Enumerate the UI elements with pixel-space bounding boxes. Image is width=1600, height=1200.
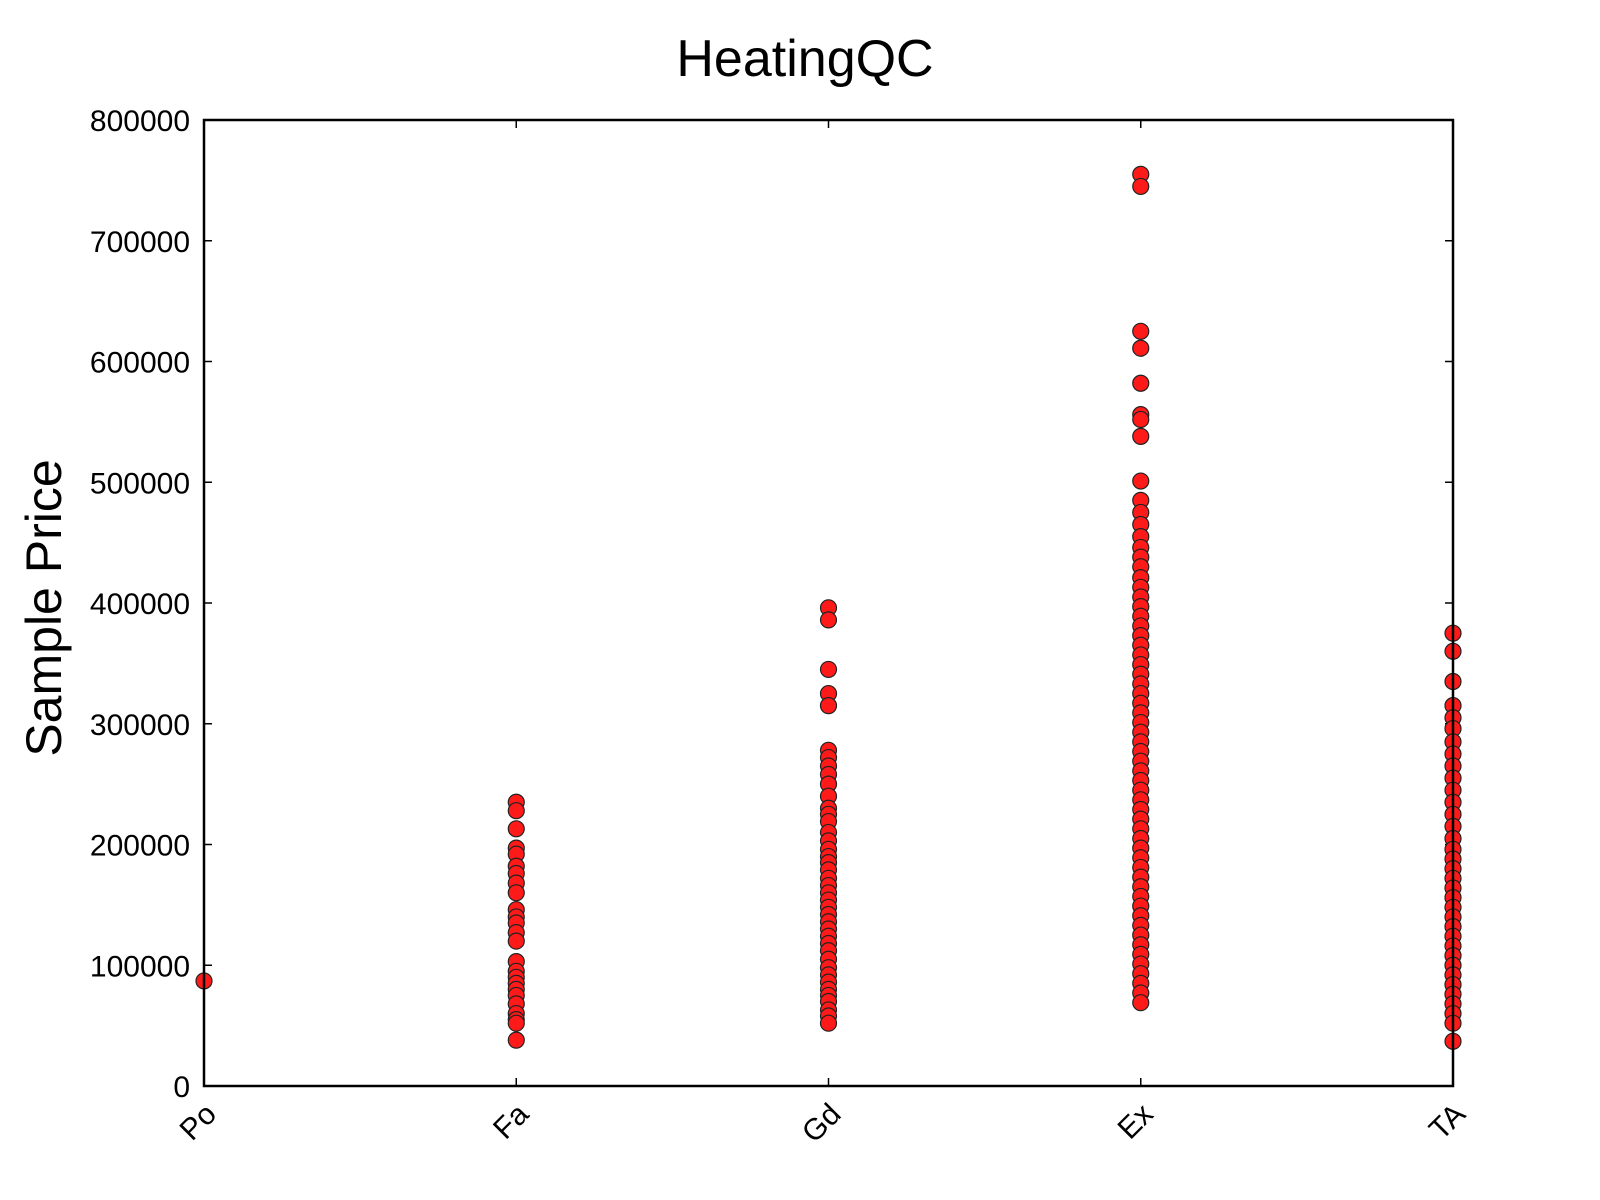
data-point-gd — [819, 1014, 838, 1032]
data-point-ex — [1132, 339, 1150, 357]
data-point-ex — [1132, 177, 1150, 196]
data-point-gd — [819, 660, 838, 679]
plot-frame — [202, 118, 1455, 1088]
data-point-ex — [1132, 374, 1150, 392]
data-point-ex — [1132, 994, 1150, 1012]
x-tick-label-ta: TA — [1423, 1098, 1472, 1147]
data-point-ex — [1132, 472, 1150, 490]
y-tick-label: 400000 — [90, 588, 190, 621]
y-axis-label: Sample Price — [16, 459, 72, 756]
data-point-ex — [1132, 427, 1150, 445]
data-point-fa — [507, 932, 525, 950]
data-point-fa — [507, 802, 525, 820]
x-tick-label-ex: Ex — [1112, 1098, 1160, 1146]
x-tick-label-gd: Gd — [796, 1098, 848, 1150]
data-point-fa — [507, 1014, 525, 1032]
x-tick-label-fa: Fa — [487, 1097, 535, 1145]
data-point-fa — [507, 884, 525, 902]
x-tick-label-po: Po — [174, 1098, 223, 1147]
y-axis-ticks: 0 100000 200000 300000 400000 500000 600000 700… — [90, 105, 1453, 1104]
y-tick-label: 600000 — [90, 347, 190, 380]
data-points — [195, 165, 1462, 1050]
data-point-ex — [1132, 410, 1150, 429]
data-point-ex — [1132, 322, 1150, 340]
y-tick-label: 200000 — [90, 830, 190, 863]
data-point-fa — [507, 1031, 525, 1049]
y-tick-label: 300000 — [90, 709, 190, 742]
data-point-gd — [819, 611, 838, 629]
y-tick-label: 0 — [173, 1071, 190, 1104]
data-point-fa — [507, 820, 525, 838]
y-tick-label: 700000 — [90, 226, 190, 259]
chart-title: HeatingQC — [676, 30, 933, 88]
data-point-gd — [819, 697, 838, 715]
y-tick-label: 500000 — [90, 467, 190, 500]
y-tick-label: 100000 — [90, 950, 190, 983]
y-tick-label: 800000 — [90, 105, 190, 138]
